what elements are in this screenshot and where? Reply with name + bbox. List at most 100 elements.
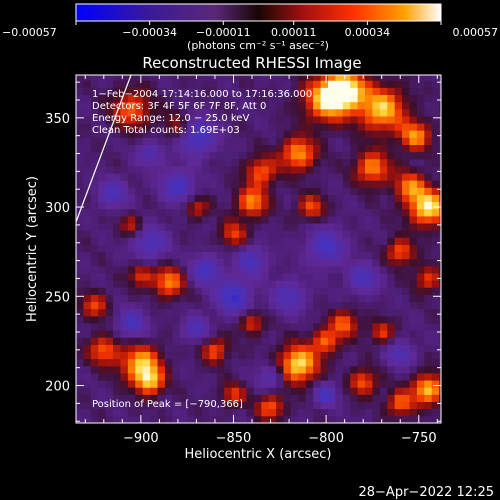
heatmap-cell	[201, 323, 210, 331]
heatmap-cell	[135, 280, 144, 288]
heatmap-cell	[335, 208, 344, 217]
heatmap-cell	[113, 294, 121, 303]
heatmap-cell	[298, 94, 307, 103]
heatmap-cell	[135, 301, 144, 310]
heatmap-cell	[135, 337, 144, 345]
heatmap-cell	[335, 358, 344, 367]
heatmap-cell	[365, 258, 373, 267]
heatmap-cell	[268, 244, 277, 253]
heatmap-cell	[394, 273, 403, 281]
heatmap-cell	[127, 80, 136, 88]
heatmap-cell	[276, 394, 284, 402]
heatmap-cell	[290, 401, 299, 410]
heatmap-cell	[320, 344, 329, 353]
heatmap-cell	[201, 208, 210, 217]
heatmap-cell	[83, 380, 92, 388]
heatmap-cell	[135, 251, 144, 260]
heatmap-cell	[142, 330, 151, 338]
heatmap-cell	[320, 173, 329, 181]
heatmap-cell	[127, 337, 136, 345]
heatmap-cell	[194, 123, 203, 131]
heatmap-cell	[120, 315, 129, 324]
heatmap-cell	[439, 151, 441, 160]
heatmap-cell	[231, 101, 240, 110]
heatmap-cell	[98, 180, 107, 188]
heatmap-cell	[416, 401, 425, 410]
heatmap-cell	[261, 87, 270, 96]
heatmap-cell	[105, 230, 114, 238]
heatmap-cell	[120, 351, 129, 360]
heatmap-cell	[120, 244, 129, 253]
heatmap-cell	[76, 251, 84, 260]
heatmap-cell	[135, 380, 144, 388]
heatmap-cell	[105, 415, 114, 423]
heatmap-cell	[105, 323, 114, 331]
heatmap-cell	[142, 201, 151, 210]
heatmap-cell	[216, 151, 225, 160]
heatmap-cell	[224, 351, 233, 360]
heatmap-cell	[402, 87, 410, 96]
heatmap-area	[76, 75, 441, 423]
heatmap-cell	[298, 230, 307, 238]
heatmap-cell	[342, 130, 351, 138]
heatmap-cell	[194, 294, 203, 303]
heatmap-cell	[290, 258, 299, 267]
heatmap-cell	[142, 166, 151, 174]
heatmap-cell	[142, 308, 151, 317]
heatmap-cell	[431, 94, 440, 103]
heatmap-cell	[216, 130, 225, 138]
heatmap-cell	[253, 144, 262, 153]
heatmap-cell	[135, 101, 144, 110]
heatmap-cell	[179, 75, 188, 81]
heatmap-cell	[150, 280, 158, 288]
heatmap-cell	[187, 166, 195, 174]
heatmap-cell	[105, 94, 114, 103]
heatmap-cell	[387, 75, 396, 81]
heatmap-cell	[327, 173, 336, 181]
heatmap-cell	[365, 101, 373, 110]
heatmap-cell	[394, 80, 403, 88]
heatmap-cell	[379, 223, 388, 231]
heatmap-cell	[127, 265, 136, 274]
heatmap-cell	[298, 101, 307, 110]
heatmap-cell	[290, 330, 299, 338]
heatmap-cell	[431, 180, 440, 188]
heatmap-cell	[253, 308, 262, 317]
heatmap-cell	[187, 273, 195, 281]
heatmap-cell	[335, 387, 344, 395]
heatmap-cell	[127, 208, 136, 217]
heatmap-cell	[439, 294, 441, 303]
heatmap-cell	[194, 251, 203, 260]
heatmap-cell	[179, 215, 188, 224]
heatmap-cell	[113, 101, 121, 110]
heatmap-cell	[164, 230, 173, 238]
heatmap-cell	[313, 373, 321, 381]
heatmap-cell	[90, 166, 99, 174]
heatmap-cell	[246, 116, 255, 124]
heatmap-cell	[350, 187, 359, 195]
heatmap-cell	[157, 294, 166, 303]
heatmap-cell	[283, 123, 292, 131]
heatmap-cell	[150, 123, 158, 131]
heatmap-cell	[276, 201, 284, 210]
heatmap-cell	[261, 180, 270, 188]
heatmap-cell	[402, 144, 410, 153]
heatmap-cell	[402, 137, 410, 145]
heatmap-cell	[209, 194, 218, 203]
heatmap-cell	[105, 144, 114, 153]
heatmap-cell	[298, 244, 307, 253]
heatmap-cell	[320, 94, 329, 103]
heatmap-cell	[276, 144, 284, 153]
heatmap-cell	[261, 144, 270, 153]
heatmap-cell	[365, 394, 373, 402]
heatmap-cell	[246, 323, 255, 331]
heatmap-cell	[142, 401, 151, 410]
heatmap-cell	[276, 280, 284, 288]
heatmap-cell	[379, 330, 388, 338]
heatmap-cell	[431, 201, 440, 210]
x-axis-label: Heliocentric X (arcsec)	[185, 447, 332, 462]
heatmap-cell	[246, 308, 255, 317]
heatmap-cell	[268, 130, 277, 138]
heatmap-cell	[224, 223, 233, 231]
heatmap-cell	[90, 80, 99, 88]
